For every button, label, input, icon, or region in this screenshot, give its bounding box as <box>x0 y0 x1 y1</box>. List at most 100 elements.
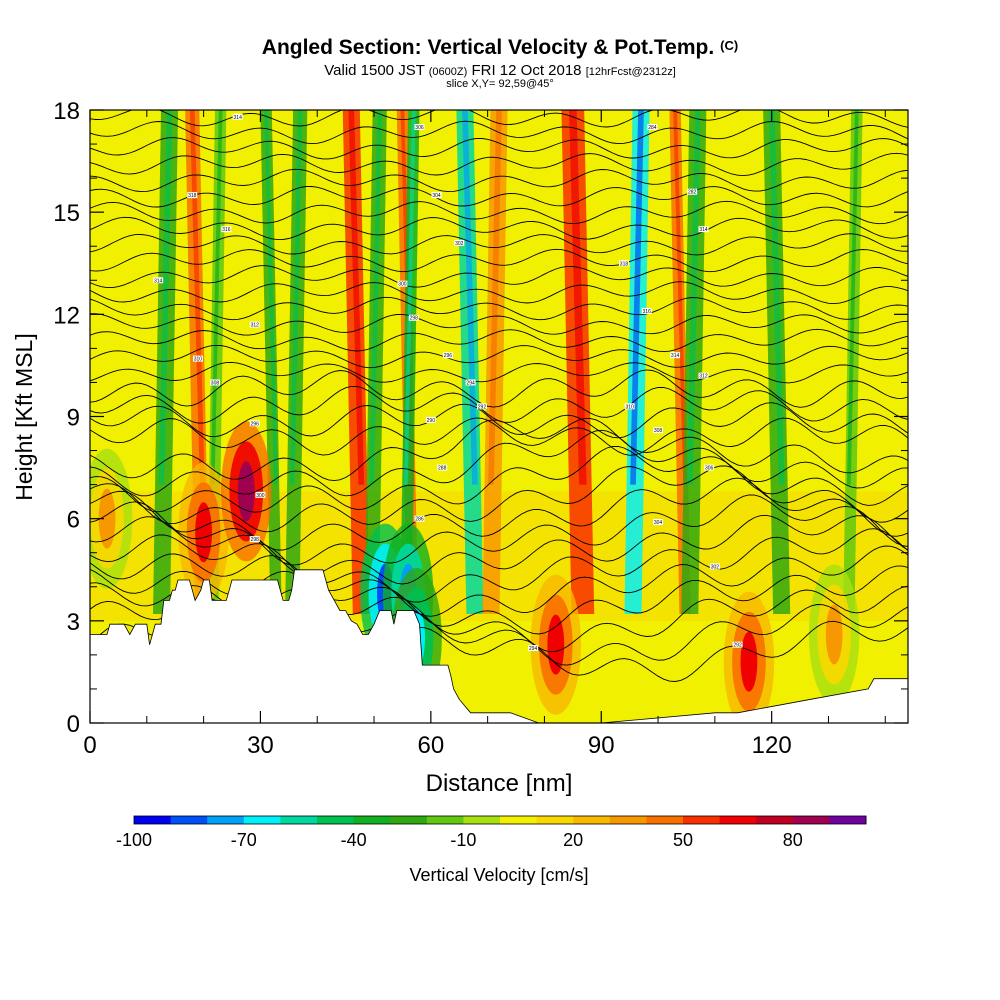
y-tick-label: 6 <box>67 507 80 534</box>
theta-contour-line <box>90 528 908 603</box>
theta-label-box <box>249 536 260 543</box>
colorbar-frame <box>133 815 867 825</box>
theta-contour-line <box>90 168 908 193</box>
theta-contour-line <box>90 565 908 635</box>
y-tick-label: 12 <box>53 302 80 329</box>
theta-contour-label: 314 <box>154 278 163 284</box>
colorbar-swatch <box>317 816 355 824</box>
colorbar-swatch <box>390 816 428 824</box>
theta-contour-label: 284 <box>648 125 657 131</box>
theta-contour-label: 300 <box>398 282 407 288</box>
theta-contour-line <box>90 545 908 617</box>
theta-contour-label: 282 <box>688 190 697 196</box>
theta-label-box <box>408 314 419 321</box>
theta-contour-line <box>90 361 908 384</box>
theta-contour-line <box>90 186 908 208</box>
theta-contour-label: 294 <box>466 380 475 386</box>
velocity-band-core <box>289 110 303 485</box>
theta-contour-label: 304 <box>654 520 663 526</box>
theta-contour-label: 292 <box>478 404 487 410</box>
theta-contour-line <box>90 137 908 160</box>
theta-contour-line <box>90 200 908 225</box>
valid-utc: (0600Z) <box>428 66 468 78</box>
theta-contour-label: 290 <box>427 418 436 424</box>
theta-label-box <box>249 321 260 328</box>
colorbar-tick-label: -70 <box>231 830 257 850</box>
colorbar-swatch <box>719 816 757 824</box>
colorbar-swatch <box>426 816 464 824</box>
theta-label-box <box>698 226 709 233</box>
chart-title: Angled Section: Vertical Velocity & Pot.… <box>0 36 1000 60</box>
theta-contour-label: 286 <box>415 517 424 523</box>
theta-label-box <box>255 491 266 498</box>
valid-time: Valid 1500 JST <box>324 62 425 79</box>
theta-contour-line <box>90 152 908 177</box>
terrain-profile <box>90 569 908 723</box>
velocity-cell-core <box>195 502 213 563</box>
velocity-band-core <box>348 110 365 485</box>
colorbar-swatch <box>170 816 208 824</box>
theta-contour-label: 296 <box>251 421 260 427</box>
theta-label-box <box>528 645 539 652</box>
colorbar-swatch <box>683 816 721 824</box>
theta-contour-line <box>90 233 908 256</box>
velocity-band-core <box>189 110 205 485</box>
theta-contour-label: 294 <box>529 646 538 652</box>
theta-contour-line <box>90 296 908 321</box>
colorbar-tick-label: -40 <box>341 830 367 850</box>
chart-subtitle: Valid 1500 JST (0600Z) FRI 12 Oct 2018 [… <box>0 62 1000 79</box>
colorbar-tick-label: -10 <box>450 830 476 850</box>
colorbar-tick-label: 80 <box>783 830 803 850</box>
colorbar-tick-label: -100 <box>116 830 152 850</box>
theta-contour-line <box>90 417 908 456</box>
theta-contour-label: 306 <box>705 466 714 472</box>
theta-contour-label: 316 <box>643 309 652 315</box>
theta-contour-label: 310 <box>625 404 634 410</box>
theta-label-box <box>249 420 260 427</box>
theta-label-box <box>670 352 681 359</box>
y-tick-label: 15 <box>53 200 80 227</box>
x-tick-label: 90 <box>588 732 615 759</box>
theta-label-box <box>442 352 453 359</box>
theta-label-box <box>153 277 164 284</box>
forecast-info: [12hrFcst@2312z] <box>585 66 676 78</box>
theta-contour-label: 308 <box>654 428 663 434</box>
theta-label-box <box>425 416 436 423</box>
velocity-band-core <box>768 110 785 485</box>
colorbar-swatch <box>134 816 172 824</box>
theta-contours: 314 318 316 314 312 310 308 306 304 302 300 298 296 2… <box>90 110 908 682</box>
theta-contour-label: 304 <box>432 193 441 199</box>
theta-label-box <box>192 355 203 362</box>
theta-label-box <box>431 192 442 199</box>
theta-label-box <box>232 113 243 120</box>
valid-date: FRI 12 Oct 2018 <box>471 62 582 79</box>
colorbar-swatch <box>646 816 684 824</box>
colorbar-swatch <box>243 816 281 824</box>
theta-label-box <box>476 403 487 410</box>
colorbar-swatch <box>792 816 830 824</box>
theta-label-box <box>624 403 635 410</box>
theta-label-box <box>618 260 629 267</box>
theta-label-box <box>187 192 198 199</box>
theta-contour-line <box>90 445 908 513</box>
velocity-cell-core <box>237 461 255 522</box>
x-tick-label: 60 <box>417 732 444 759</box>
axes: 0 30 60 90 120 0 3 6 9 12 15 18 <box>53 98 909 759</box>
theta-label-box <box>709 563 720 570</box>
theta-contour-label: 312 <box>251 323 260 329</box>
theta-label-box <box>732 641 743 648</box>
theta-label-box <box>414 124 425 131</box>
theta-label-box <box>414 515 425 522</box>
theta-label-box <box>653 519 664 526</box>
y-tick-label: 0 <box>67 711 80 738</box>
theta-label-box <box>687 188 698 195</box>
x-tick-label: 30 <box>247 732 274 759</box>
x-axis-label: Distance [nm] <box>426 770 573 797</box>
theta-contour-label: 306 <box>415 125 424 131</box>
theta-contour-label: 300 <box>256 493 265 499</box>
colorbar-swatch <box>500 816 538 824</box>
colorbar-swatch <box>207 816 245 824</box>
colorbar-swatch <box>573 816 611 824</box>
theta-label-box <box>437 464 448 471</box>
